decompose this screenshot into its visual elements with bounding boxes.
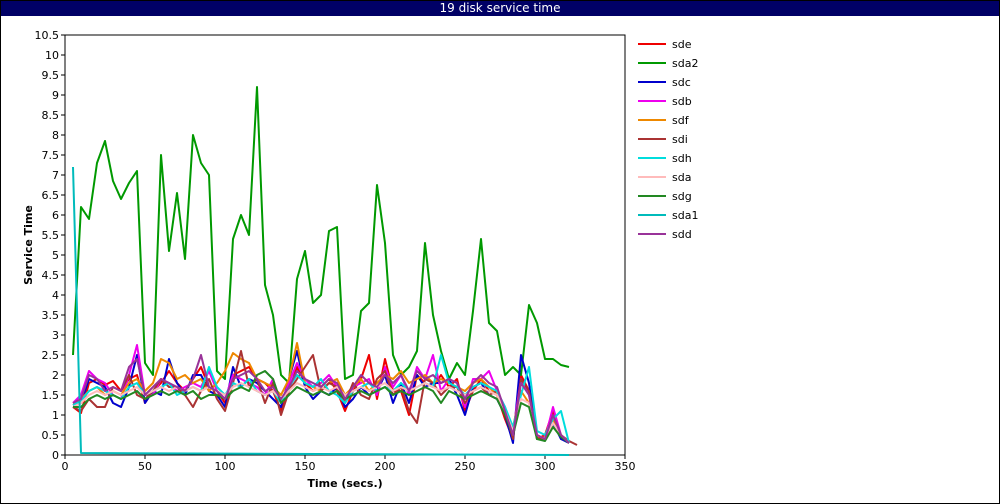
legend-label-sdi: sdi — [672, 133, 688, 146]
legend: sde sda2 sdc sdb sdf sdi sdh sda sdg sda1 sdd — [638, 38, 698, 241]
y-tick-label: 3.5 — [42, 309, 60, 322]
legend-label-sdf: sdf — [672, 114, 690, 127]
series-line-sda2 — [72, 86, 570, 384]
legend-label-sdg: sdg — [672, 190, 692, 203]
y-tick-label: 5.5 — [42, 229, 60, 242]
y-tick-label: 1 — [52, 409, 59, 422]
y-axis-label: Service Time — [22, 205, 35, 285]
x-tick-label: 50 — [138, 460, 152, 473]
y-tick-labels: 0 0.5 1 1.5 2 2.5 3 3.5 4 4.5 5 5.5 6 6.5 7 7.5 8 8.5 9 9.5… — [35, 29, 60, 462]
x-tick-label: 350 — [615, 460, 636, 473]
window-title: 19 disk service time — [1, 1, 999, 16]
x-tick-label: 300 — [535, 460, 556, 473]
series-line-sdg — [73, 370, 570, 444]
x-tick-labels: 0 50 100 150 200 250 300 350 — [62, 460, 636, 473]
y-tick-label: 10 — [45, 49, 59, 62]
y-tick-label: 2.5 — [42, 349, 60, 362]
y-tick-label: 6 — [52, 209, 59, 222]
y-tick-label: 6.5 — [42, 189, 60, 202]
y-tick-label: 8 — [52, 129, 59, 142]
legend-label-sdb: sdb — [672, 95, 692, 108]
legend-label-sdh: sdh — [672, 152, 692, 165]
y-tick-label: 0.5 — [42, 429, 60, 442]
x-tick-label: 250 — [455, 460, 476, 473]
x-axis-label: Time (secs.) — [307, 477, 382, 490]
legend-label-sdc: sdc — [672, 76, 691, 89]
x-tick-label: 100 — [215, 460, 236, 473]
y-tick-label: 5 — [52, 249, 59, 262]
x-tick-label: 200 — [375, 460, 396, 473]
y-tick-label: 4 — [52, 289, 59, 302]
x-tick-label: 150 — [295, 460, 316, 473]
y-tick-label: 9.5 — [42, 69, 60, 82]
y-tick-label: 4.5 — [42, 269, 60, 282]
series-line-sdd — [72, 354, 570, 444]
y-tick-label: 0 — [52, 449, 59, 462]
y-tick-label: 7.5 — [42, 149, 60, 162]
series-line-sda1 — [72, 166, 570, 456]
x-tick-label: 0 — [62, 460, 69, 473]
legend-label-sde: sde — [672, 38, 692, 51]
y-tick-label: 7 — [52, 169, 59, 182]
legend-label-sdd: sdd — [672, 228, 692, 241]
y-tick-label: 2 — [52, 369, 59, 382]
y-tick-label: 8.5 — [42, 109, 60, 122]
y-tick-label: 9 — [52, 89, 59, 102]
y-tick-label: 1.5 — [42, 389, 60, 402]
series-lines — [72, 86, 578, 456]
y-tick-label: 3 — [52, 329, 59, 342]
legend-label-sda: sda — [672, 171, 691, 184]
y-tick-label: 10.5 — [35, 29, 60, 42]
legend-label-sda2: sda2 — [672, 57, 698, 70]
legend-label-sda1: sda1 — [672, 209, 698, 222]
